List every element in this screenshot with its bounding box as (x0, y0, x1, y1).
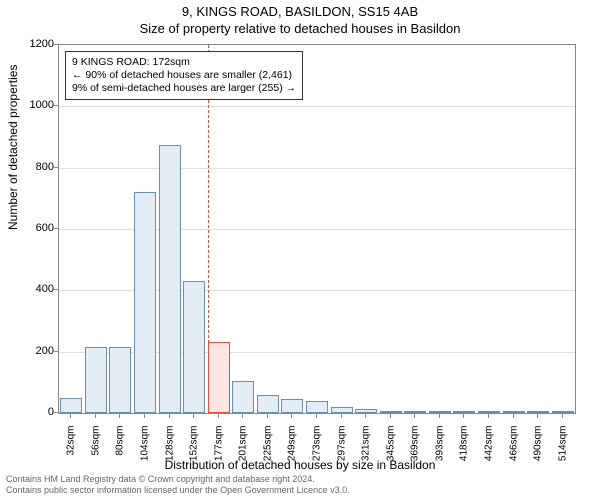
histogram-bar (478, 411, 500, 413)
histogram-bar (306, 401, 328, 413)
y-tick-label: 1200 (14, 38, 54, 50)
histogram-bar (552, 411, 574, 413)
histogram-bar (380, 411, 402, 413)
y-tick-label: 800 (14, 161, 54, 173)
y-tick-label: 600 (14, 222, 54, 234)
histogram-bar (429, 411, 451, 413)
annotation-box: 9 KINGS ROAD: 172sqm← 90% of detached ho… (65, 51, 303, 100)
histogram-bar (453, 411, 475, 413)
chart-container: 9, KINGS ROAD, BASILDON, SS15 4AB Size o… (0, 0, 600, 500)
chart-title: 9, KINGS ROAD, BASILDON, SS15 4AB (0, 0, 600, 19)
annotation-line: ← 90% of detached houses are smaller (2,… (72, 69, 296, 82)
y-tick-label: 1000 (14, 99, 54, 111)
histogram-bar (134, 192, 156, 413)
histogram-bar (503, 411, 525, 413)
y-tick-label: 400 (14, 283, 54, 295)
histogram-bar (331, 407, 353, 413)
histogram-bar (281, 399, 303, 413)
histogram-bar (527, 411, 549, 413)
footer-line1: Contains HM Land Registry data © Crown c… (6, 474, 350, 485)
histogram-bar (159, 145, 181, 413)
footer-attribution: Contains HM Land Registry data © Crown c… (6, 474, 350, 496)
plot-area: 9 KINGS ROAD: 172sqm← 90% of detached ho… (58, 44, 576, 414)
y-axis-label: Number of detached properties (6, 65, 20, 230)
annotation-line: 9 KINGS ROAD: 172sqm (72, 56, 296, 69)
histogram-bar (257, 395, 279, 413)
histogram-bar (85, 347, 107, 413)
annotation-line: 9% of semi-detached houses are larger (2… (72, 82, 296, 95)
x-axis-label: Distribution of detached houses by size … (0, 458, 600, 472)
y-tick-label: 200 (14, 345, 54, 357)
histogram-bar (183, 281, 205, 413)
histogram-bar (232, 381, 254, 413)
histogram-bar (109, 347, 131, 413)
footer-line2: Contains public sector information licen… (6, 485, 350, 496)
histogram-bar (60, 398, 82, 413)
histogram-bar (208, 342, 230, 413)
chart-subtitle: Size of property relative to detached ho… (0, 19, 600, 36)
histogram-bar (355, 409, 377, 413)
y-tick-label: 0 (14, 406, 54, 418)
histogram-bar (404, 411, 426, 413)
